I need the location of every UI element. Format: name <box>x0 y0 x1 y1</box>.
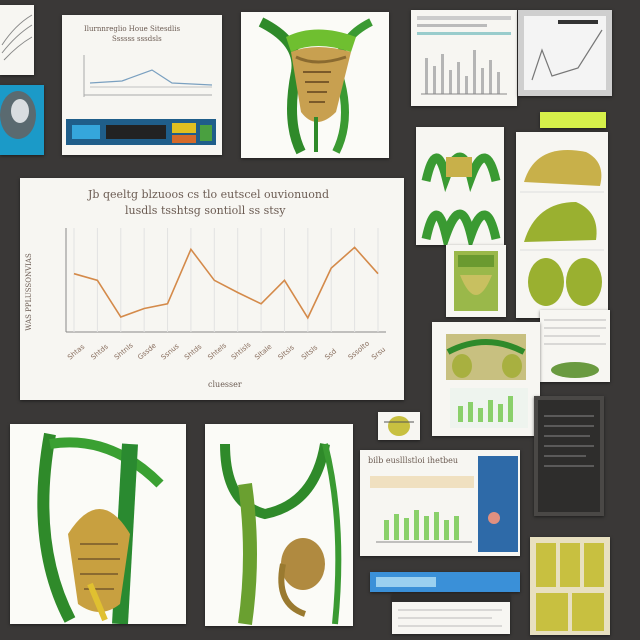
x-tick-label: Shtds <box>90 343 111 362</box>
sketch-card-topleft <box>0 5 34 75</box>
curve-chart <box>524 16 606 90</box>
yellow-tiles <box>536 543 604 631</box>
small-chart-title: Ilurnnreglio Houe Sitesdlis <box>84 25 181 33</box>
main-chart-ylabel: WAS PPLUSSONVIAS <box>24 253 33 331</box>
bottom-doc <box>392 594 510 634</box>
right-document: bilb euslllstloi ihetbeu <box>360 450 520 556</box>
x-tick-label: Shtisls <box>230 341 253 362</box>
right-document-content <box>370 456 518 552</box>
green-plant-grid <box>421 152 501 245</box>
yellow-plant-grid-card <box>516 132 608 318</box>
x-tick-label: Sltsls <box>300 343 319 361</box>
x-tick-label: Shtnls <box>113 341 135 361</box>
bar-doc-chart <box>417 16 511 95</box>
blue-banner <box>370 572 520 592</box>
x-tick-label: Sltsis <box>277 343 296 361</box>
small-chart-subtitle: Ssssss sssdsls <box>112 35 162 43</box>
main-chart-subtitle: lusdls tsshtsg sontioll ss stsy <box>125 204 286 217</box>
x-tick-label: Shtels <box>206 341 228 361</box>
curve-doc-topright <box>518 10 612 96</box>
x-tick-label: Sssolto <box>347 339 371 361</box>
main-chart-card: Jb qeeltg blzuoos cs tlo eutscel ouvionu… <box>20 178 404 400</box>
x-tick-label: Shtds <box>183 343 204 362</box>
plant-drawing-bottom-mid <box>220 443 342 625</box>
small-line-chart <box>66 55 216 145</box>
x-tick-label: Ssnus <box>160 342 181 362</box>
blue-banner-bar <box>376 577 436 587</box>
plant-illustration-bottom-mid <box>205 424 353 626</box>
series-line <box>73 246 379 320</box>
x-tick-label: Sltale <box>253 343 273 362</box>
sketch-lines <box>1 14 33 61</box>
main-chart-title: Jb qeeltg blzuoos cs tlo eutscel ouvionu… <box>88 188 329 201</box>
flask-plant-card <box>446 245 506 317</box>
plant-sticker <box>378 412 420 440</box>
creature-photo <box>0 91 36 139</box>
yellow-tag <box>540 112 606 128</box>
small-plant <box>384 416 414 436</box>
green-plant-grid-card <box>416 127 504 245</box>
right-document-header: bilb euslllstloi ihetbeu <box>368 456 459 465</box>
text-doc-right <box>540 310 610 382</box>
small-chart-card: Ilurnnreglio Houe Sitesdlis Ssssss sssds… <box>62 15 222 155</box>
plant-illustration-top <box>241 12 389 158</box>
x-tick-label: Ssd <box>323 347 338 361</box>
green-bar-chart <box>446 334 528 428</box>
yellow-tile-card <box>530 537 610 635</box>
text-lines <box>544 319 606 378</box>
bottom-doc-lines <box>392 594 510 627</box>
main-chart-xlabel: cluesser <box>208 380 242 389</box>
yellow-plant-grid <box>520 150 604 306</box>
plant-illustration-bottom-left <box>10 424 186 624</box>
bar-doc-middle <box>432 322 540 436</box>
flask-plant <box>454 251 498 311</box>
x-tick-label: Gssde <box>136 342 158 362</box>
main-line-chart: Shtas Shtds Shtnls Gssde Ssnus Shtds Shtels Sht… <box>65 228 387 362</box>
photo-card-left <box>0 85 44 155</box>
plant-drawing-bottom-left <box>37 432 164 624</box>
plant-drawing-top <box>258 17 373 155</box>
x-tick-label: Shtas <box>66 343 86 362</box>
x-tick-label: Srsu <box>370 346 387 362</box>
dark-text-lines <box>538 400 600 512</box>
dark-text-doc <box>534 396 604 516</box>
bar-doc-topright <box>411 10 517 106</box>
